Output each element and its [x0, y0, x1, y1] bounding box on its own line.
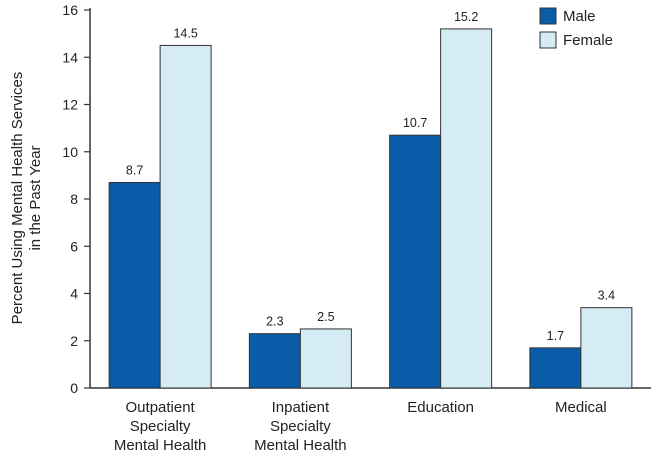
bars: 8.7 14.5 2.3 2.5 10.7 15.2 1.7 3.4: [108, 10, 633, 389]
bar-male-0: [108, 181, 161, 389]
y-tick-label: 0: [70, 380, 78, 396]
x-tick-label: Outpatient: [126, 399, 196, 416]
y-axis-title-line: in the Past Year: [27, 145, 44, 250]
y-tick-label: 8: [70, 191, 78, 207]
data-label: 2.3: [266, 315, 283, 329]
legend: Male Female: [539, 7, 613, 49]
y-tick-label: 14: [62, 49, 78, 65]
data-label: 10.7: [403, 116, 427, 130]
y-tick-label: 16: [62, 2, 78, 18]
data-label: 15.2: [454, 10, 478, 24]
y-axis: 0 2 4 6 8 10 12 14 16: [62, 2, 91, 396]
bar-male-1: [248, 333, 301, 389]
x-tick-label: Education: [407, 399, 474, 416]
data-label: 1.7: [547, 329, 564, 343]
legend-label-male: Male: [563, 8, 596, 25]
x-tick-label: Inpatient: [272, 399, 330, 416]
y-tick-label: 6: [70, 238, 78, 254]
bar-female-0: [159, 44, 212, 389]
x-tick-label: Specialty: [270, 418, 331, 435]
y-tick-label: 12: [62, 97, 78, 113]
y-tick-label: 10: [62, 144, 78, 160]
y-axis-title-line: Percent Using Mental Health Services: [9, 72, 26, 325]
legend-swatch-male: [539, 7, 557, 25]
bar-male-3: [529, 347, 582, 389]
data-label: 8.7: [126, 163, 143, 177]
bar-female-1: [299, 328, 352, 389]
data-label: 2.5: [317, 310, 334, 324]
bar-female-3: [580, 307, 633, 389]
x-tick-label: Medical: [555, 399, 607, 416]
data-label: 14.5: [173, 26, 197, 40]
bar-female-2: [440, 28, 493, 389]
x-tick-label: Mental Health: [254, 437, 347, 454]
legend-label-female: Female: [563, 32, 613, 49]
legend-swatch-female: [539, 31, 557, 49]
y-axis-title: Percent Using Mental Health Services in t…: [9, 72, 44, 325]
y-tick-label: 4: [70, 286, 78, 302]
bar-male-2: [389, 134, 442, 389]
x-tick-label: Mental Health: [114, 437, 207, 454]
x-tick-label: Specialty: [130, 418, 191, 435]
y-tick-label: 2: [70, 333, 78, 349]
data-label: 3.4: [598, 289, 615, 303]
x-axis: Outpatient Specialty Mental Health Inpatien…: [90, 387, 651, 454]
